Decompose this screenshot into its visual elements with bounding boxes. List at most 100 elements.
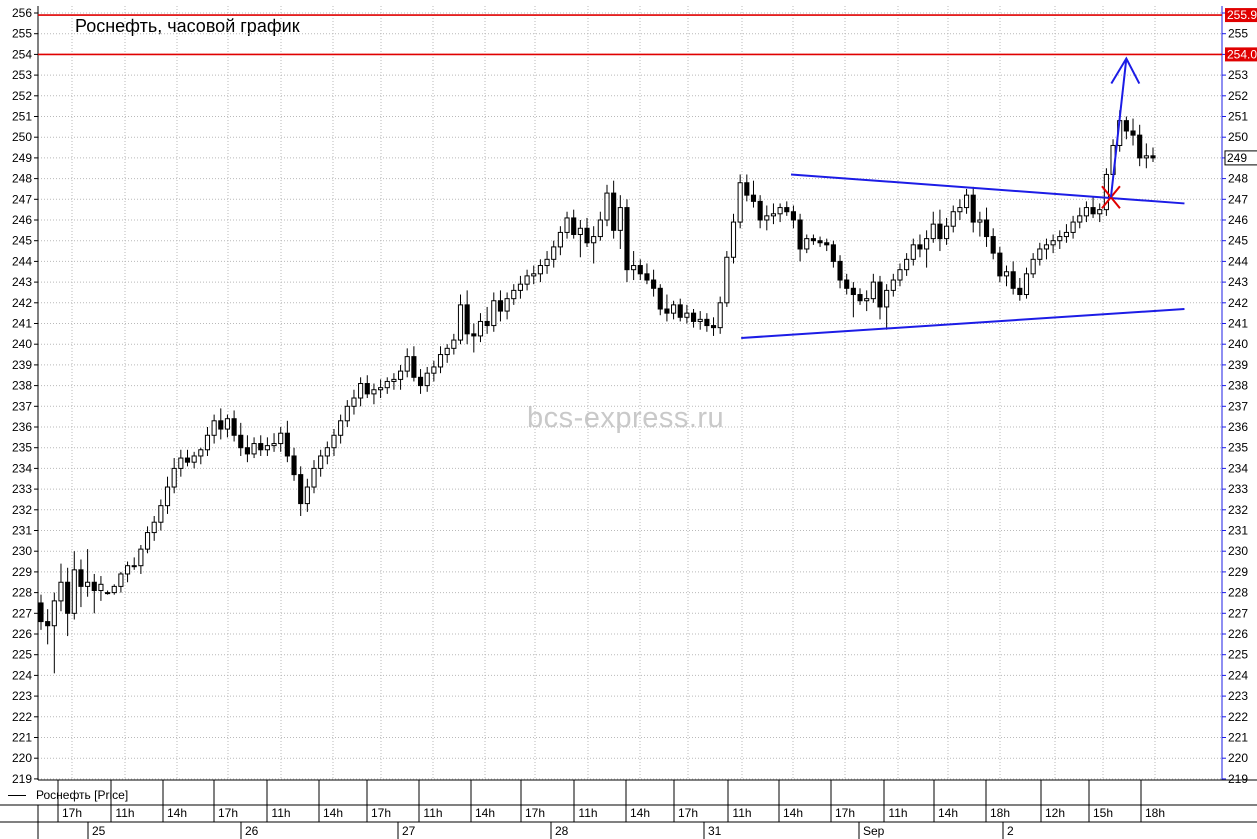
candle-body [71, 569, 77, 614]
candle-body [897, 269, 903, 281]
x-date-label: Sep [863, 824, 885, 838]
candle-body [1137, 134, 1143, 159]
candle-body [517, 283, 523, 291]
y-tick-label-right: 241 [1228, 317, 1248, 331]
y-tick-label-right: 233 [1228, 482, 1248, 496]
y-tick-label-left: 252 [12, 89, 32, 103]
candle-body [637, 265, 643, 275]
candle-body [690, 312, 697, 322]
y-tick-label-left: 244 [12, 254, 32, 268]
x-hour-label: 11h [115, 806, 134, 820]
candle-body [211, 420, 217, 436]
candle-body [551, 246, 557, 260]
candle-body [1050, 240, 1056, 246]
y-tick-label-right: 226 [1228, 627, 1248, 641]
candle-body [597, 219, 603, 238]
candle-body [171, 467, 177, 488]
y-tick-label-right: 244 [1228, 254, 1248, 268]
y-tick-label-left: 249 [12, 151, 32, 165]
candle-body [477, 320, 484, 337]
y-tick-label-left: 232 [12, 503, 32, 517]
y-tick-label-left: 234 [12, 461, 32, 475]
candle-body [704, 318, 710, 327]
candle-body [1010, 271, 1016, 289]
x-hour-label: 17h [218, 806, 238, 820]
candle-body [411, 356, 417, 378]
candle-body [651, 279, 657, 289]
candle-body [677, 304, 683, 318]
x-hour-label: 17h [371, 806, 391, 820]
candle-body [557, 231, 563, 248]
y-tick-label-left: 226 [12, 627, 32, 641]
candle-body [85, 581, 91, 587]
candle-body [577, 227, 583, 235]
candle-body [251, 443, 257, 455]
candle-body [398, 370, 404, 380]
candle-body [231, 418, 237, 436]
candle-body [850, 287, 856, 296]
candle-body [611, 192, 617, 231]
candle-body [877, 281, 883, 308]
y-axis-left: 219 220 221 222 223 224 225 226 227 228 229 230 231 2… [12, 6, 38, 786]
candle-body [671, 304, 677, 314]
candle-body [924, 238, 930, 250]
y-tick-label-right: 224 [1228, 668, 1248, 682]
candle-body [331, 434, 337, 449]
candle-body [944, 225, 950, 240]
candle-body [238, 434, 244, 449]
x-hour-label: 11h [271, 806, 290, 820]
candle-body [151, 521, 157, 534]
y-tick-label-left: 248 [12, 172, 32, 186]
candle-body [777, 207, 783, 215]
y-tick-label-left: 237 [12, 399, 32, 413]
candle-body [997, 252, 1003, 277]
candle-body [750, 194, 757, 202]
y-tick-label-left: 220 [12, 751, 32, 765]
candle-body [158, 505, 164, 523]
candle-body [91, 581, 97, 592]
y-tick-label-right: 242 [1228, 296, 1248, 310]
y-tick-label-left: 235 [12, 441, 32, 455]
y-tick-label-right: 240 [1228, 337, 1248, 351]
y-tick-label-left: 233 [12, 482, 32, 496]
y-tick-label-left: 250 [12, 130, 32, 144]
y-tick-label-left: 239 [12, 358, 32, 372]
y-tick-label-left: 243 [12, 275, 32, 289]
target-arrow-head-icon [1110, 56, 1141, 85]
candle-body [724, 256, 730, 304]
candle-body [963, 194, 970, 209]
grid-lines [38, 6, 1222, 780]
y-tick-label-right: 236 [1228, 420, 1248, 434]
candle-body [1063, 231, 1070, 238]
x-hour-label: 14h [630, 806, 650, 820]
y-tick-label-left: 236 [12, 420, 32, 434]
candle-body [358, 383, 364, 399]
x-hour-label: 17h [525, 806, 545, 820]
x-hour-label: 11h [888, 806, 907, 820]
candle-body [1077, 215, 1083, 223]
candle-body [1070, 221, 1076, 233]
candle-body [484, 320, 490, 327]
candle-body [1083, 207, 1089, 217]
y-tick-label-left: 224 [12, 668, 32, 682]
candle-body [710, 325, 717, 329]
price-tag-label: 249 [1227, 151, 1247, 165]
y-tick-label-right: 229 [1228, 565, 1248, 579]
y-tick-label-right: 223 [1228, 689, 1248, 703]
candle-body [571, 217, 577, 235]
candle-body [784, 207, 790, 213]
y-tick-label-right: 255 [1228, 27, 1248, 41]
y-tick-label-right: 248 [1228, 172, 1248, 186]
candle-body [204, 434, 211, 451]
x-hour-label: 18h [990, 806, 1010, 820]
candle-body [664, 308, 670, 314]
x-hour-label: 14h [475, 806, 495, 820]
x-hour-label: 14h [938, 806, 958, 820]
candle-body [378, 387, 384, 391]
price-tag-label: 254.0 [1227, 47, 1257, 61]
candle-body [291, 455, 297, 476]
candle-body [364, 383, 370, 395]
y-tick-label-right: 227 [1228, 606, 1248, 620]
candle-body [111, 585, 117, 594]
candle-body [524, 275, 530, 285]
